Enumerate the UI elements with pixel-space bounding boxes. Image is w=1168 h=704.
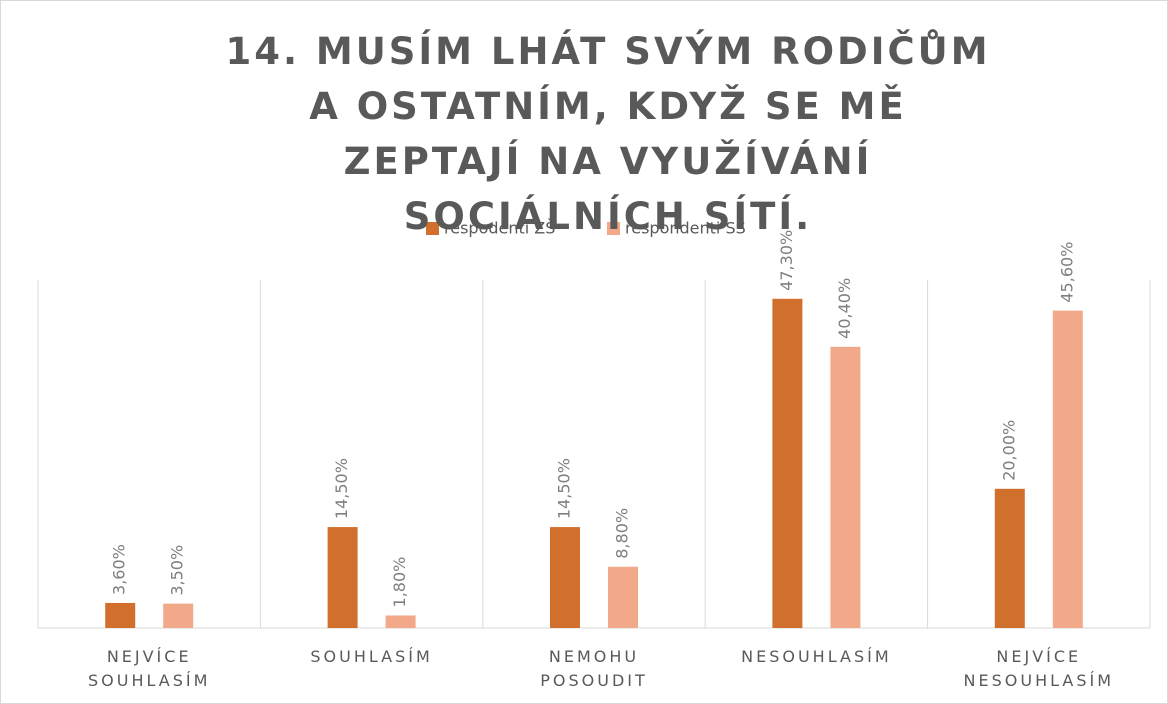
legend-swatch	[607, 222, 620, 235]
x-tick-label: NEMOHU POSOUDIT	[540, 647, 648, 690]
bar	[994, 488, 1025, 628]
bar	[550, 527, 580, 628]
data-label: 14,50%	[555, 458, 574, 519]
data-label: 47,30%	[777, 230, 796, 291]
x-tick-label: SOUHLASÍM	[310, 647, 433, 666]
data-label: 3,50%	[168, 545, 187, 596]
data-label: 8,80%	[613, 508, 632, 559]
x-tick-label: NEJVÍCE SOUHLASÍM	[87, 647, 211, 690]
bar	[830, 346, 861, 628]
bar	[772, 298, 803, 628]
x-tick-label: NEJVÍCE NESOUHLASÍM	[963, 647, 1115, 690]
bar	[385, 615, 416, 628]
data-label: 45,60%	[1057, 242, 1076, 303]
bar	[105, 602, 136, 628]
x-tick-label: NESOUHLASÍM	[741, 647, 892, 666]
data-label: 40,40%	[835, 278, 854, 339]
chart-title: 14. MUSÍM LHÁT SVÝM RODIČŮM A OSTATNÍM, …	[225, 30, 991, 238]
data-label: 14,50%	[332, 458, 351, 519]
bar	[163, 603, 194, 628]
data-label: 1,80%	[390, 557, 409, 608]
legend-label: respodenti ZŠ	[444, 219, 555, 238]
legend-label: respondenti SŠ	[625, 219, 746, 238]
bar	[608, 566, 638, 628]
legend-swatch	[426, 222, 439, 235]
bar	[1052, 310, 1083, 628]
bar	[327, 527, 358, 628]
data-label: 3,60%	[110, 544, 129, 595]
data-label: 20,00%	[999, 420, 1018, 481]
